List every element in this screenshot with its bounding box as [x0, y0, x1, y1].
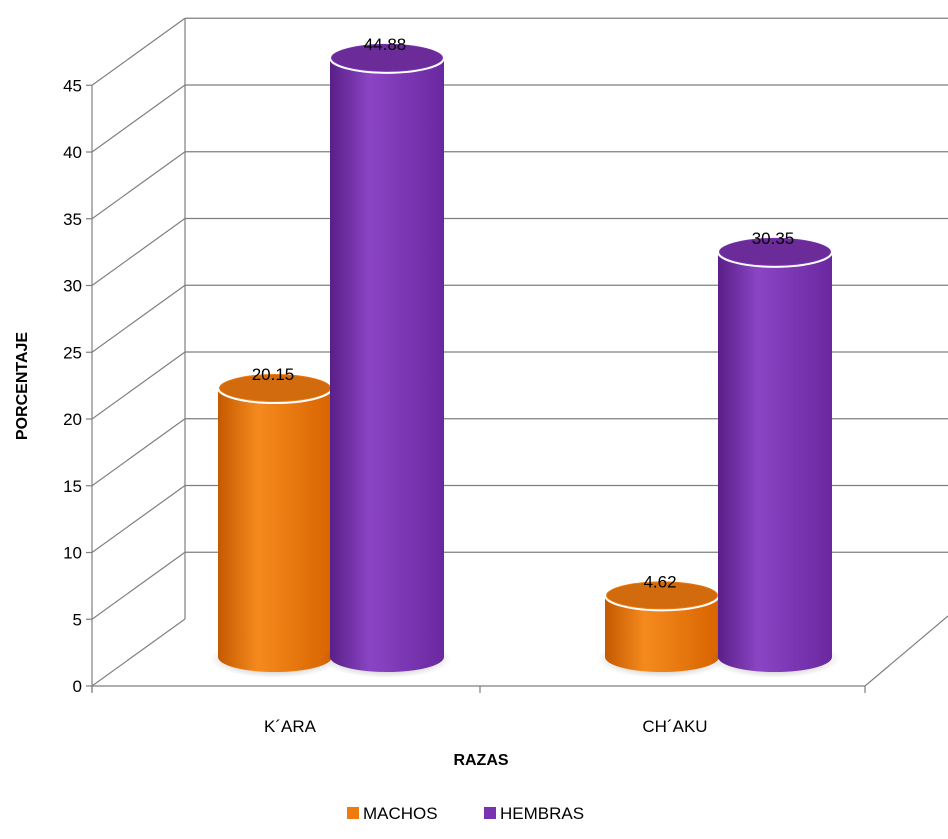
legend-item-hembras: HEMBRAS	[484, 804, 584, 823]
bar-machos-1: 4.62	[597, 572, 727, 678]
y-tick-label: 0	[73, 677, 82, 696]
data-label: 30.35	[752, 229, 795, 248]
legend-item-machos: MACHOS	[347, 804, 438, 823]
gridline-diagonal	[91, 284, 186, 353]
gridline-diagonal	[91, 151, 186, 220]
bar-top-shade	[607, 582, 717, 609]
y-tick-label: 35	[63, 210, 82, 229]
y-tick-label: 25	[63, 343, 82, 362]
legend-swatch	[484, 807, 496, 819]
gridline-diagonal	[91, 17, 186, 86]
bar-hembras-1: 30.35	[710, 229, 840, 678]
data-label: 20.15	[252, 365, 295, 384]
x-axis-title: RAZAS	[453, 752, 508, 769]
legend-label: MACHOS	[363, 804, 438, 823]
y-tick-label: 40	[63, 143, 82, 162]
gridline-diagonal	[91, 418, 186, 487]
gridline-diagonal	[91, 551, 186, 620]
bar-hembras-0: 44.88	[322, 35, 452, 678]
bar-machos-0: 20.15	[210, 365, 340, 678]
legend-label: HEMBRAS	[500, 804, 584, 823]
bar-body	[218, 387, 332, 672]
bar-body	[718, 251, 832, 672]
bar-body	[330, 57, 444, 673]
bar-top-shade	[220, 374, 330, 401]
bar-top	[329, 41, 445, 74]
bar-top-shade	[332, 44, 442, 71]
y-tick-label: 15	[63, 477, 82, 496]
y-tick-label: 5	[73, 610, 82, 629]
bars: 20.15 4.62 44.88 30.35	[210, 35, 840, 678]
data-label: 4.62	[643, 572, 676, 591]
bar-top	[717, 235, 833, 268]
floor-edge-right	[864, 615, 948, 687]
gridline-diagonal	[91, 218, 186, 286]
gridline-diagonal	[91, 485, 186, 553]
x-tick-label: K´ARA	[264, 717, 317, 736]
y-axis-title: PORCENTAJE	[14, 332, 31, 440]
legend-swatch	[347, 807, 359, 819]
y-tick-label: 20	[63, 410, 82, 429]
y-tick-label: 10	[63, 544, 82, 563]
y-tick-label: 45	[63, 76, 82, 95]
bar-body	[605, 595, 719, 672]
floor-edge-left	[91, 618, 186, 687]
y-tick-label: 30	[63, 277, 82, 296]
data-label: 44.88	[364, 35, 407, 54]
x-tick-label: CH´AKU	[642, 717, 707, 736]
bar-top-shade	[720, 238, 830, 265]
legend: MACHOS HEMBRAS	[347, 804, 584, 823]
gridline-diagonal	[91, 351, 186, 420]
chart-text: PORCENTAJE RAZAS	[14, 332, 509, 769]
gridline-diagonal	[91, 84, 186, 153]
gridlines: 0 5 10 15 20 25 30 35 40 45 K´ARA CH´AKU	[63, 17, 948, 736]
